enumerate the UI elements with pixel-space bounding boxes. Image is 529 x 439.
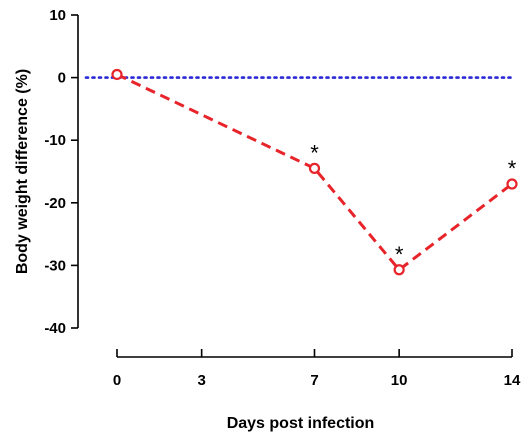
plot-area: * * * — [84, 68, 518, 276]
y-tick-label: -20 — [44, 195, 66, 212]
y-tick-label: 0 — [58, 70, 66, 87]
data-point — [308, 162, 321, 174]
x-axis: 0 3 7 10 14 — [113, 349, 521, 389]
y-tick-label: -30 — [44, 257, 66, 274]
significance-asterisk: * — [310, 140, 319, 165]
data-point — [111, 68, 123, 81]
x-tick-label: 7 — [310, 372, 318, 389]
significance-asterisk: * — [395, 242, 404, 267]
data-point — [393, 264, 405, 276]
x-tick-label: 3 — [197, 372, 205, 389]
y-tick-label: -40 — [44, 320, 66, 337]
x-axis-title: Days post infection — [227, 415, 375, 432]
y-axis-title: Body weight difference (%) — [14, 69, 31, 274]
y-tick-label: -10 — [44, 132, 66, 149]
x-tick-label: 14 — [504, 372, 521, 389]
y-tick-label: 10 — [49, 7, 66, 24]
significance-asterisk: * — [508, 156, 517, 181]
data-point — [506, 178, 518, 190]
x-tick-label: 10 — [391, 372, 408, 389]
x-tick-label: 0 — [113, 372, 121, 389]
y-axis: 10 0 -10 -20 -30 -40 — [44, 7, 79, 337]
series-line — [116, 73, 513, 272]
